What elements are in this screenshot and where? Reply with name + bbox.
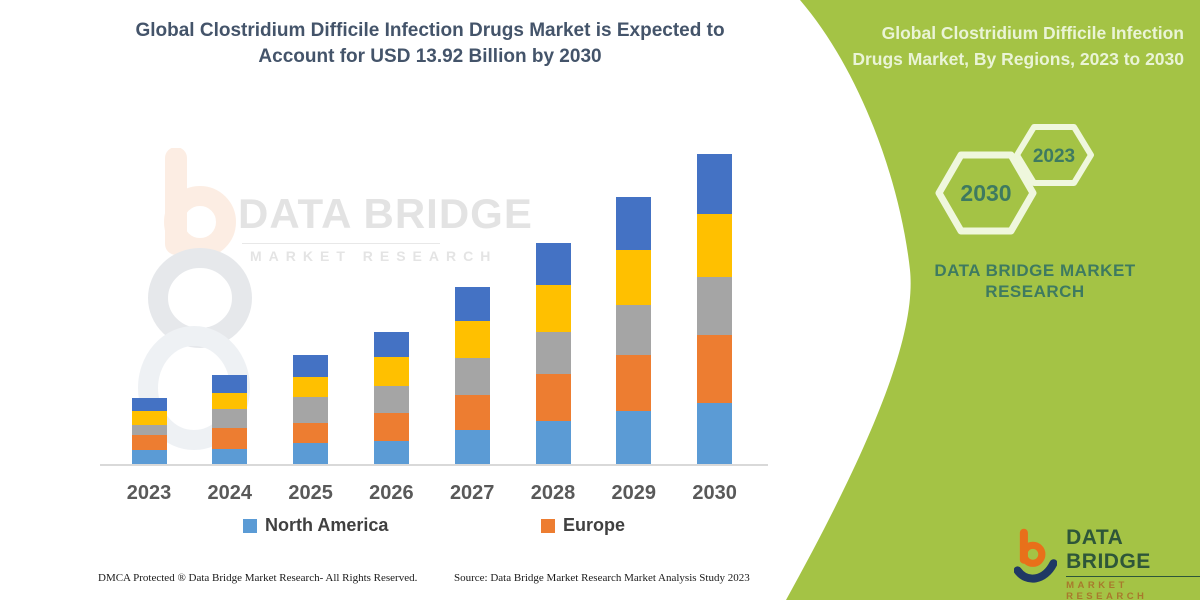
bar-segment-unlabeled-gray- (212, 408, 248, 428)
bar-segment-unlabeled-dark-blue- (293, 354, 329, 377)
bar-segment-unlabeled-yellow- (616, 249, 652, 306)
data-bridge-logo: DATA BRIDGE MARKET RESEARCH (1014, 526, 1200, 600)
bar-2026 (373, 331, 409, 464)
bar-segment-unlabeled-gray- (535, 331, 571, 375)
legend-swatch-icon (243, 518, 257, 533)
dmca-footer-text: DMCA Protected ® Data Bridge Market Rese… (98, 572, 418, 584)
bar-segment-unlabeled-yellow- (373, 357, 409, 386)
x-axis-label-2025: 2025 (288, 482, 333, 504)
legend-swatch-icon (541, 518, 555, 533)
bar-segment-unlabeled-gray- (616, 305, 652, 356)
x-axis-label-2027: 2027 (449, 482, 495, 504)
bar-segment-unlabeled-yellow- (212, 392, 248, 409)
logo-sub-text: MARKET RESEARCH (1066, 580, 1148, 600)
bar-segment-unlabeled-yellow- (293, 376, 329, 397)
bar-2029 (616, 197, 652, 464)
bar-segment-north-america (293, 443, 329, 464)
bar-segment-north-america (373, 440, 409, 464)
bar-segment-unlabeled-dark-blue- (212, 375, 248, 393)
bar-2028 (535, 242, 571, 464)
bar-segment-unlabeled-dark-blue- (535, 242, 571, 286)
bar-segment-europe (535, 374, 571, 421)
bar-segment-unlabeled-gray- (131, 424, 167, 436)
hexagon-year-2030: 2030 (960, 180, 1012, 206)
bar-2023 (131, 398, 167, 464)
watermark-sub-text: MARKET RESEARCH (250, 248, 498, 264)
bar-segment-unlabeled-dark-blue- (454, 287, 490, 321)
chart-title: Global Clostridium Difficile Infection D… (135, 20, 725, 67)
bar-segment-unlabeled-gray- (697, 277, 733, 336)
x-axis-label-2029: 2029 (611, 482, 657, 504)
bar-segment-europe (373, 412, 409, 441)
legend-label: Europe (563, 515, 626, 535)
bar-2030 (697, 154, 733, 464)
bar-segment-unlabeled-gray- (454, 358, 490, 395)
bar-2024 (212, 375, 248, 464)
x-axis-label-2026: 2026 (369, 482, 414, 504)
brand-text: DATA BRIDGE MARKET RESEARCH (934, 261, 1136, 301)
legend-item-north-america: North America (243, 515, 388, 536)
bar-segment-north-america (697, 402, 733, 464)
bar-segment-europe (616, 355, 652, 412)
bar-segment-north-america (212, 448, 248, 464)
bar-segment-north-america (616, 411, 652, 464)
bar-segment-europe (697, 335, 733, 403)
watermark-underline (242, 243, 440, 244)
bar-segment-unlabeled-gray- (293, 396, 329, 424)
x-axis-line (100, 464, 768, 466)
bar-segment-unlabeled-yellow- (454, 320, 490, 359)
bar-segment-unlabeled-dark-blue- (697, 154, 733, 215)
bar-2027 (454, 287, 490, 464)
bar-segment-europe (293, 423, 329, 444)
bar-2025 (293, 354, 329, 464)
x-axis-label-2024: 2024 (207, 482, 253, 504)
bar-segment-unlabeled-yellow- (535, 285, 571, 332)
watermark-brand-text: DATA BRIDGE (238, 190, 533, 237)
bar-segment-north-america (535, 420, 571, 464)
x-axis-label-2028: 2028 (530, 482, 576, 504)
hexagon-year-2023: 2023 (1032, 146, 1076, 167)
bar-segment-unlabeled-dark-blue- (373, 331, 409, 358)
bar-segment-europe (454, 394, 490, 430)
bar-segment-unlabeled-yellow- (697, 214, 733, 278)
x-axis-label-2030: 2030 (692, 482, 737, 504)
bar-segment-unlabeled-yellow- (131, 410, 167, 425)
bar-segment-unlabeled-dark-blue- (131, 398, 167, 411)
bar-segment-north-america (454, 429, 490, 464)
bar-segment-unlabeled-gray- (373, 385, 409, 413)
bar-segment-europe (131, 435, 167, 450)
bar-segment-europe (212, 427, 248, 449)
bar-segment-north-america (131, 449, 167, 464)
legend-item-europe: Europe (541, 515, 625, 536)
right-panel-title: Global Clostridium Difficile Infection D… (852, 23, 1184, 69)
data-bridge-logo-icon (1014, 528, 1058, 583)
source-footer-text: Source: Data Bridge Market Research Mark… (454, 572, 750, 584)
x-axis-label-2023: 2023 (126, 482, 172, 504)
bar-segment-unlabeled-dark-blue- (616, 197, 652, 250)
logo-name-text: DATA BRIDGE (1066, 526, 1200, 577)
legend-label: North America (265, 515, 389, 535)
